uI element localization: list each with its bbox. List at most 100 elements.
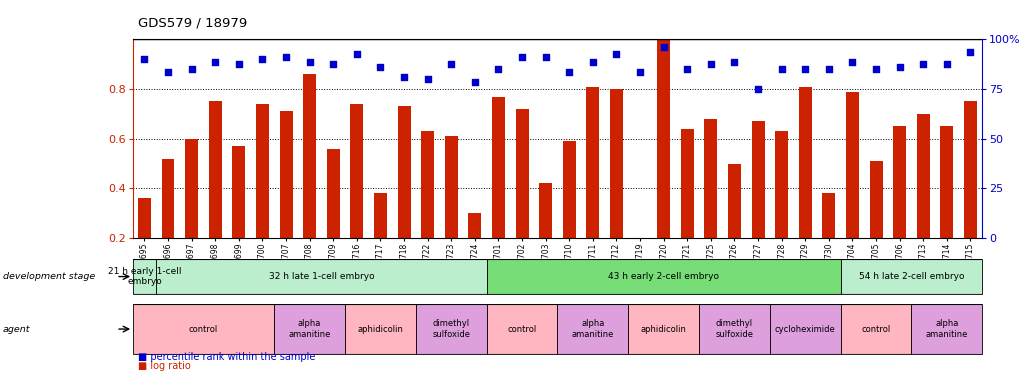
Point: [467, 79, 483, 85]
Point: [302, 59, 318, 65]
Bar: [774, 131, 788, 238]
Point: [655, 44, 672, 50]
Point: [560, 69, 577, 75]
Point: [277, 54, 293, 60]
Point: [607, 51, 624, 57]
Point: [160, 69, 176, 75]
Bar: [274, 304, 344, 354]
Text: alpha
amanitine: alpha amanitine: [571, 320, 613, 339]
Bar: [232, 146, 245, 238]
Point: [702, 61, 718, 67]
Bar: [444, 136, 458, 238]
Point: [844, 59, 860, 65]
Text: GDS579 / 18979: GDS579 / 18979: [138, 17, 247, 30]
Text: cycloheximide: cycloheximide: [774, 324, 835, 334]
Text: 43 h early 2-cell embryo: 43 h early 2-cell embryo: [607, 272, 718, 281]
Bar: [916, 114, 929, 238]
Bar: [515, 109, 528, 238]
Bar: [845, 92, 858, 238]
Text: control: control: [189, 324, 218, 334]
Text: alpha
amanitine: alpha amanitine: [288, 320, 330, 339]
Point: [914, 61, 930, 67]
Text: 21 h early 1-cell
embryo: 21 h early 1-cell embryo: [108, 267, 181, 286]
Point: [372, 64, 388, 70]
Bar: [468, 213, 481, 238]
Bar: [344, 304, 416, 354]
Bar: [138, 198, 151, 238]
Bar: [539, 183, 551, 238]
Bar: [940, 126, 953, 238]
Point: [796, 66, 812, 72]
Bar: [184, 139, 198, 238]
Point: [726, 59, 742, 65]
Text: alpha
amanitine: alpha amanitine: [925, 320, 967, 339]
Point: [137, 56, 153, 62]
Point: [514, 54, 530, 60]
Bar: [680, 129, 693, 238]
Point: [325, 61, 341, 67]
Bar: [491, 96, 504, 238]
Point: [419, 76, 435, 82]
Point: [537, 54, 553, 60]
Bar: [156, 259, 486, 294]
Bar: [132, 304, 274, 354]
Bar: [397, 106, 410, 238]
Point: [772, 66, 789, 72]
Bar: [562, 141, 575, 238]
Bar: [161, 159, 174, 238]
Bar: [698, 304, 769, 354]
Point: [867, 66, 883, 72]
Bar: [374, 194, 386, 238]
Bar: [704, 119, 716, 238]
Bar: [728, 164, 740, 238]
Text: ■ log ratio: ■ log ratio: [138, 361, 191, 371]
Bar: [798, 87, 811, 238]
Bar: [416, 304, 486, 354]
Bar: [751, 122, 764, 238]
Bar: [279, 111, 292, 238]
Bar: [963, 102, 976, 238]
Bar: [840, 304, 911, 354]
Bar: [869, 161, 881, 238]
Text: aphidicolin: aphidicolin: [640, 324, 686, 334]
Text: control: control: [861, 324, 890, 334]
Point: [395, 74, 412, 80]
Bar: [303, 74, 316, 238]
Point: [183, 66, 200, 72]
Bar: [209, 102, 221, 238]
Bar: [486, 259, 840, 294]
Point: [348, 51, 365, 57]
Bar: [821, 194, 835, 238]
Bar: [350, 104, 363, 238]
Point: [679, 66, 695, 72]
Bar: [911, 304, 981, 354]
Text: 54 h late 2-cell embryo: 54 h late 2-cell embryo: [858, 272, 963, 281]
Point: [442, 61, 459, 67]
Text: development stage: development stage: [3, 272, 95, 281]
Bar: [609, 89, 623, 238]
Bar: [486, 304, 556, 354]
Bar: [769, 304, 840, 354]
Text: 32 h late 1-cell embryo: 32 h late 1-cell embryo: [268, 272, 374, 281]
Bar: [893, 126, 905, 238]
Point: [207, 59, 223, 65]
Text: dimethyl
sulfoxide: dimethyl sulfoxide: [432, 320, 470, 339]
Point: [891, 64, 907, 70]
Bar: [586, 87, 599, 238]
Point: [254, 56, 270, 62]
Point: [937, 61, 954, 67]
Text: control: control: [506, 324, 536, 334]
Bar: [656, 34, 669, 238]
Text: aphidicolin: aphidicolin: [357, 324, 403, 334]
Point: [584, 59, 600, 65]
Point: [749, 86, 765, 92]
Bar: [840, 259, 981, 294]
Bar: [633, 238, 646, 241]
Text: ■ percentile rank within the sample: ■ percentile rank within the sample: [138, 352, 315, 362]
Bar: [421, 131, 434, 238]
Text: agent: agent: [3, 324, 31, 334]
Point: [490, 66, 506, 72]
Bar: [256, 104, 269, 238]
Point: [820, 66, 837, 72]
Point: [230, 61, 247, 67]
